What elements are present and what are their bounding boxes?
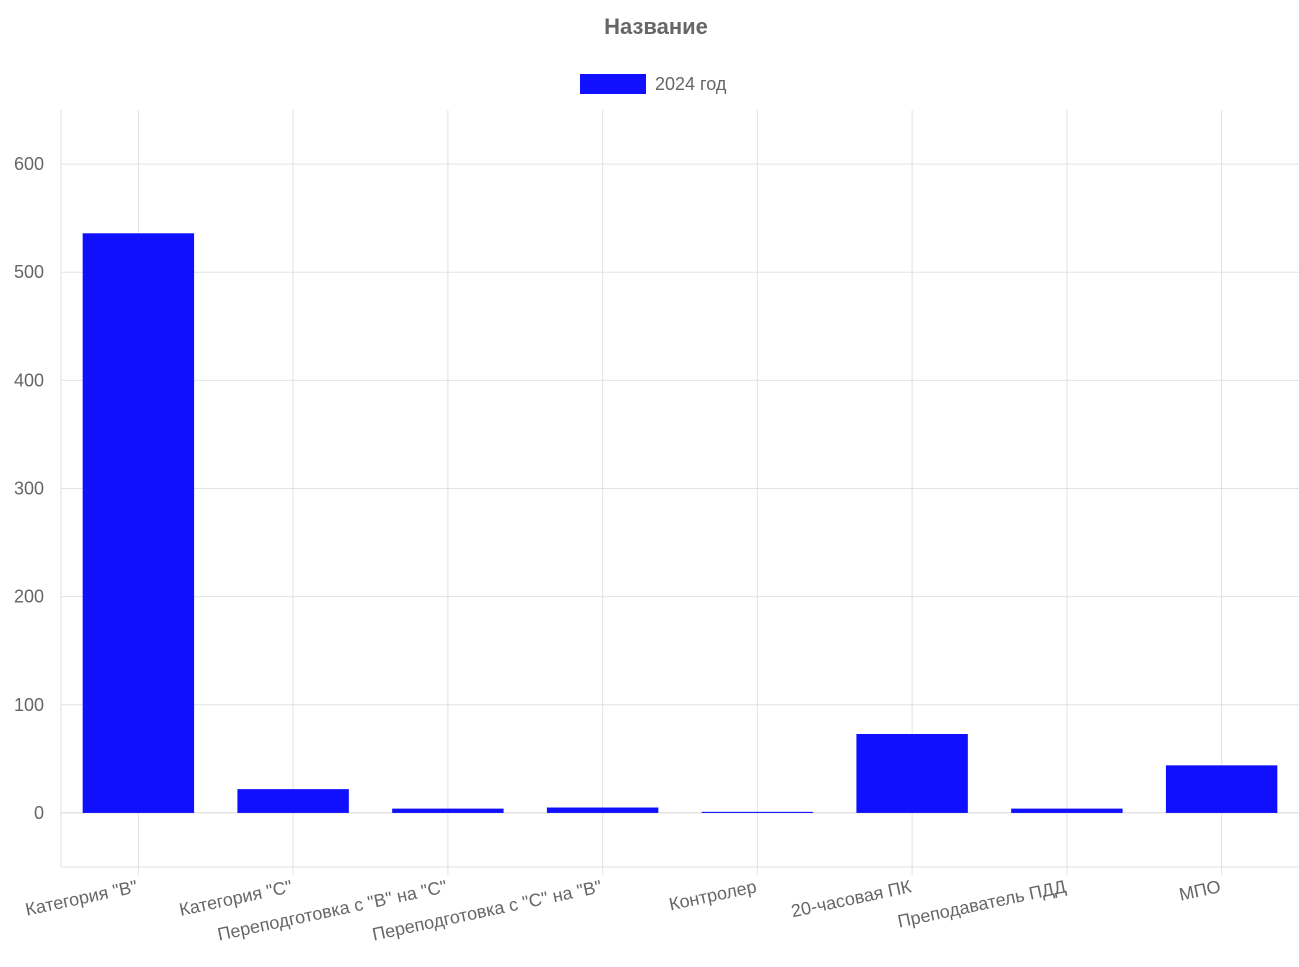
x-tick-label: 20-часовая ПК <box>789 876 913 921</box>
legend-swatch[interactable] <box>580 74 646 94</box>
y-tick-label: 500 <box>14 262 44 282</box>
bars <box>82 233 1278 813</box>
y-tick-label: 200 <box>14 587 44 607</box>
y-tick-label: 400 <box>14 370 44 390</box>
y-tick-label: 300 <box>14 479 44 499</box>
x-axis: Категория "B" Категория "C"Переподготовка… <box>24 876 1223 944</box>
legend-label[interactable]: 2024 год <box>655 74 727 94</box>
x-tick-label: МПО <box>1177 876 1222 904</box>
legend[interactable]: 2024 год <box>580 74 727 94</box>
bar[interactable] <box>237 789 349 813</box>
bar[interactable] <box>856 733 968 813</box>
y-axis: 0 100 200 300 400 500 600 <box>14 154 44 823</box>
y-tick-label: 0 <box>34 803 44 823</box>
grid <box>60 110 1299 875</box>
bar[interactable] <box>1165 765 1278 813</box>
bar[interactable] <box>392 808 504 813</box>
y-tick-label: 100 <box>14 695 44 715</box>
x-tick-label: Категория "B" <box>24 876 140 919</box>
bar[interactable] <box>701 811 814 813</box>
bar[interactable] <box>1011 808 1123 813</box>
chart-title: Название <box>604 14 708 39</box>
y-tick-label: 600 <box>14 154 44 174</box>
bar[interactable] <box>82 233 195 813</box>
x-tick-label: Преподаватель ПДД <box>896 876 1068 931</box>
bar[interactable] <box>546 807 659 813</box>
x-tick-label: Контролер <box>667 876 758 914</box>
